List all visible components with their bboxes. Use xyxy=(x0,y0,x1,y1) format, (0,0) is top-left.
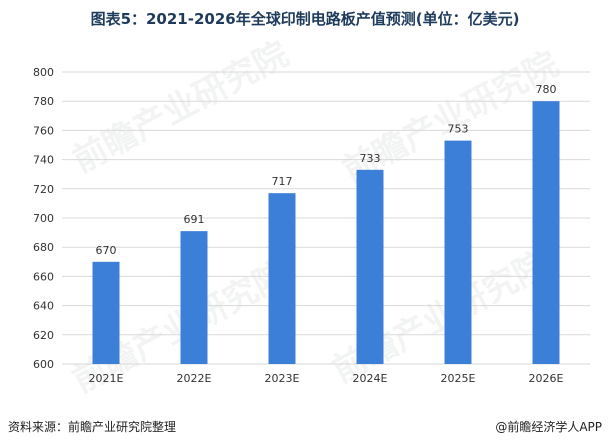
x-tick-label: 2021E xyxy=(89,372,124,385)
y-tick-label: 780 xyxy=(33,95,54,108)
chart-title: 图表5：2021-2026年全球印制电路板产值预测(单位：亿美元) xyxy=(90,10,520,28)
y-tick-label: 660 xyxy=(33,270,54,283)
bar xyxy=(444,140,472,364)
x-tick-label: 2025E xyxy=(441,372,476,385)
y-tick-label: 680 xyxy=(33,241,54,254)
source-note: 资料来源：前瞻产业研究院整理 xyxy=(8,420,177,434)
y-tick-label: 720 xyxy=(33,183,54,196)
data-label: 780 xyxy=(536,83,557,96)
data-label: 733 xyxy=(360,152,381,165)
x-tick-label: 2022E xyxy=(177,372,212,385)
credit-note: @前瞻经济学人APP xyxy=(495,420,602,434)
y-tick-label: 800 xyxy=(33,66,54,79)
x-tick-label: 2026E xyxy=(529,372,564,385)
data-label: 717 xyxy=(272,175,293,188)
y-tick-label: 700 xyxy=(33,212,54,225)
bar xyxy=(268,193,296,364)
bar xyxy=(356,169,384,364)
y-tick-label: 600 xyxy=(33,358,54,371)
bar xyxy=(532,101,560,364)
y-tick-label: 760 xyxy=(33,124,54,137)
y-tick-label: 740 xyxy=(33,154,54,167)
data-label: 691 xyxy=(184,213,205,226)
bar xyxy=(180,231,208,364)
bar xyxy=(92,261,120,364)
data-label: 753 xyxy=(448,123,469,136)
x-tick-label: 2023E xyxy=(265,372,300,385)
x-tick-label: 2024E xyxy=(353,372,388,385)
y-tick-label: 640 xyxy=(33,300,54,313)
data-label: 670 xyxy=(96,244,117,257)
y-tick-label: 620 xyxy=(33,329,54,342)
